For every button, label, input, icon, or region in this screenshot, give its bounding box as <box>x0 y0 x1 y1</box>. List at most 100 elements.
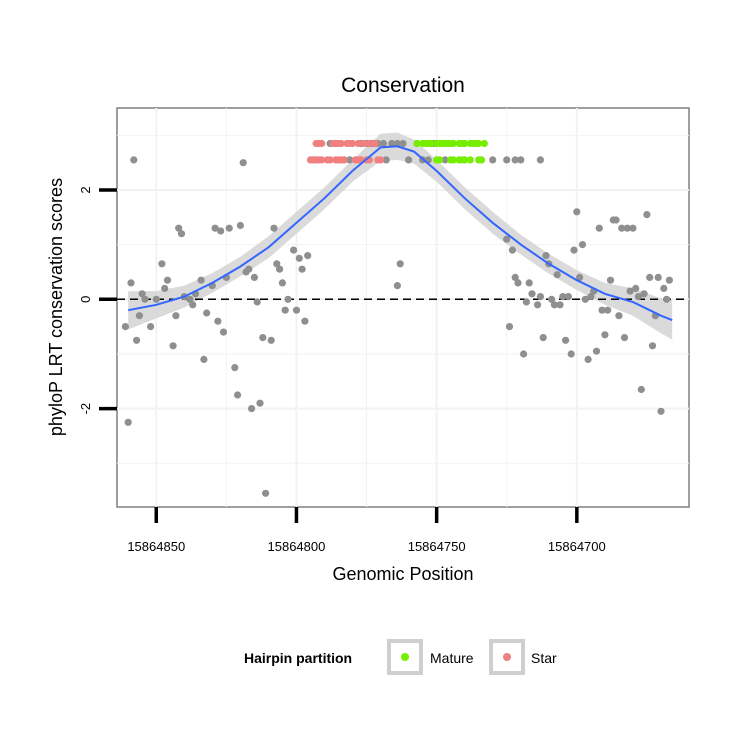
data-point-gray-points <box>665 276 674 284</box>
data-point-star <box>326 156 334 164</box>
legend-label-star: Star <box>531 650 557 666</box>
data-point-gray-points <box>127 279 135 287</box>
y-tick-label: 2 <box>78 186 93 193</box>
data-point-gray-points <box>629 224 637 232</box>
data-point-gray-points <box>550 301 559 309</box>
data-point-gray-points <box>248 405 256 413</box>
data-point-gray-points <box>163 276 172 284</box>
legend: Hairpin partition Mature Star <box>244 639 557 675</box>
data-point-gray-points <box>158 260 166 268</box>
y-tick-label: 0 <box>78 296 93 303</box>
data-point-gray-points <box>161 284 169 292</box>
data-point-gray-points <box>601 331 609 339</box>
data-point-gray-points <box>606 276 615 284</box>
data-points <box>121 139 674 497</box>
data-point-gray-points <box>396 260 404 268</box>
data-point-gray-points <box>503 235 511 243</box>
data-point-gray-points <box>141 295 149 303</box>
data-point-gray-points <box>245 265 253 273</box>
data-point-mature <box>427 139 435 148</box>
data-point-gray-row-points <box>388 139 396 148</box>
data-point-gray-points <box>657 407 665 415</box>
data-point-gray-points <box>623 224 631 232</box>
data-point-gray-points <box>135 312 143 320</box>
legend-title: Hairpin partition <box>244 650 352 666</box>
data-point-star <box>318 139 326 148</box>
data-point-gray-points <box>556 301 564 309</box>
data-point-mature <box>480 139 488 148</box>
data-point-gray-points <box>522 298 531 306</box>
plot-panel <box>116 107 690 508</box>
data-point-gray-points <box>256 399 264 407</box>
data-point-mature <box>449 156 458 164</box>
data-point-gray-points <box>239 159 247 167</box>
data-point-star <box>360 139 368 148</box>
data-point-mature <box>466 156 474 164</box>
data-point-gray-points <box>152 295 160 303</box>
data-point-gray-points <box>520 350 528 358</box>
data-point-gray-points <box>595 224 603 232</box>
data-point-gray-points <box>301 317 309 325</box>
data-point-star <box>377 156 385 164</box>
data-point-gray-points <box>219 328 228 336</box>
data-point-mature <box>461 156 469 164</box>
data-point-gray-points <box>200 355 208 363</box>
chart-title: Conservation <box>341 74 465 97</box>
data-point-gray-row-points <box>382 156 390 164</box>
smooth-curve <box>128 145 673 322</box>
data-point-gray-points <box>133 336 141 344</box>
data-point-gray-points <box>121 323 129 331</box>
data-point-gray-points <box>278 279 286 287</box>
data-point-mature <box>413 139 421 148</box>
data-point-gray-points <box>295 254 303 262</box>
data-point-gray-points <box>234 391 242 399</box>
data-point-gray-points <box>592 347 601 355</box>
data-point-gray-points <box>231 364 239 372</box>
data-point-star <box>337 139 345 148</box>
data-point-gray-points <box>225 224 233 232</box>
data-point-gray-row-points <box>503 156 511 164</box>
data-point-gray-points <box>298 265 306 273</box>
data-point-gray-row-points <box>511 156 519 164</box>
data-point-mature <box>461 139 469 148</box>
data-point-gray-row-points <box>536 156 545 164</box>
data-point-gray-points <box>620 334 629 342</box>
x-tick-label: 15864750 <box>408 539 466 554</box>
data-point-gray-points <box>663 295 671 303</box>
data-point-gray-row-points <box>517 156 525 164</box>
data-point-gray-points <box>270 224 278 232</box>
data-point-gray-points <box>211 224 219 232</box>
data-point-gray-points <box>525 279 533 287</box>
data-point-gray-points <box>130 156 138 164</box>
data-point-gray-points <box>393 282 401 290</box>
data-point-gray-points <box>562 336 570 344</box>
data-point-gray-points <box>189 301 197 309</box>
data-point-gray-points <box>604 306 612 314</box>
data-point-gray-points <box>217 227 225 235</box>
x-tick-label: 15864700 <box>548 539 606 554</box>
data-point-gray-points <box>632 284 640 292</box>
data-point-gray-points <box>646 273 654 281</box>
data-point-star <box>348 139 357 148</box>
data-point-gray-points <box>511 273 519 281</box>
data-point-gray-points <box>634 293 643 301</box>
data-point-gray-points <box>567 350 575 358</box>
data-point-gray-points <box>570 246 578 254</box>
data-point-gray-points <box>528 290 536 298</box>
data-point-gray-points <box>648 342 657 350</box>
data-point-gray-points <box>508 246 516 254</box>
data-point-gray-points <box>637 385 645 394</box>
data-point-gray-points <box>172 312 180 320</box>
data-point-gray-points <box>214 317 222 325</box>
legend-dot-mature <box>401 653 409 661</box>
data-point-gray-points <box>578 241 587 249</box>
y-axis-title: phyloP LRT conservation scores <box>46 178 66 436</box>
data-point-gray-points <box>534 301 542 309</box>
data-point-gray-points <box>281 306 289 314</box>
data-point-gray-points <box>276 265 284 273</box>
data-point-gray-points <box>169 342 177 350</box>
data-point-gray-points <box>236 221 244 230</box>
data-point-gray-points <box>124 418 132 426</box>
data-point-gray-row-points <box>489 156 497 164</box>
